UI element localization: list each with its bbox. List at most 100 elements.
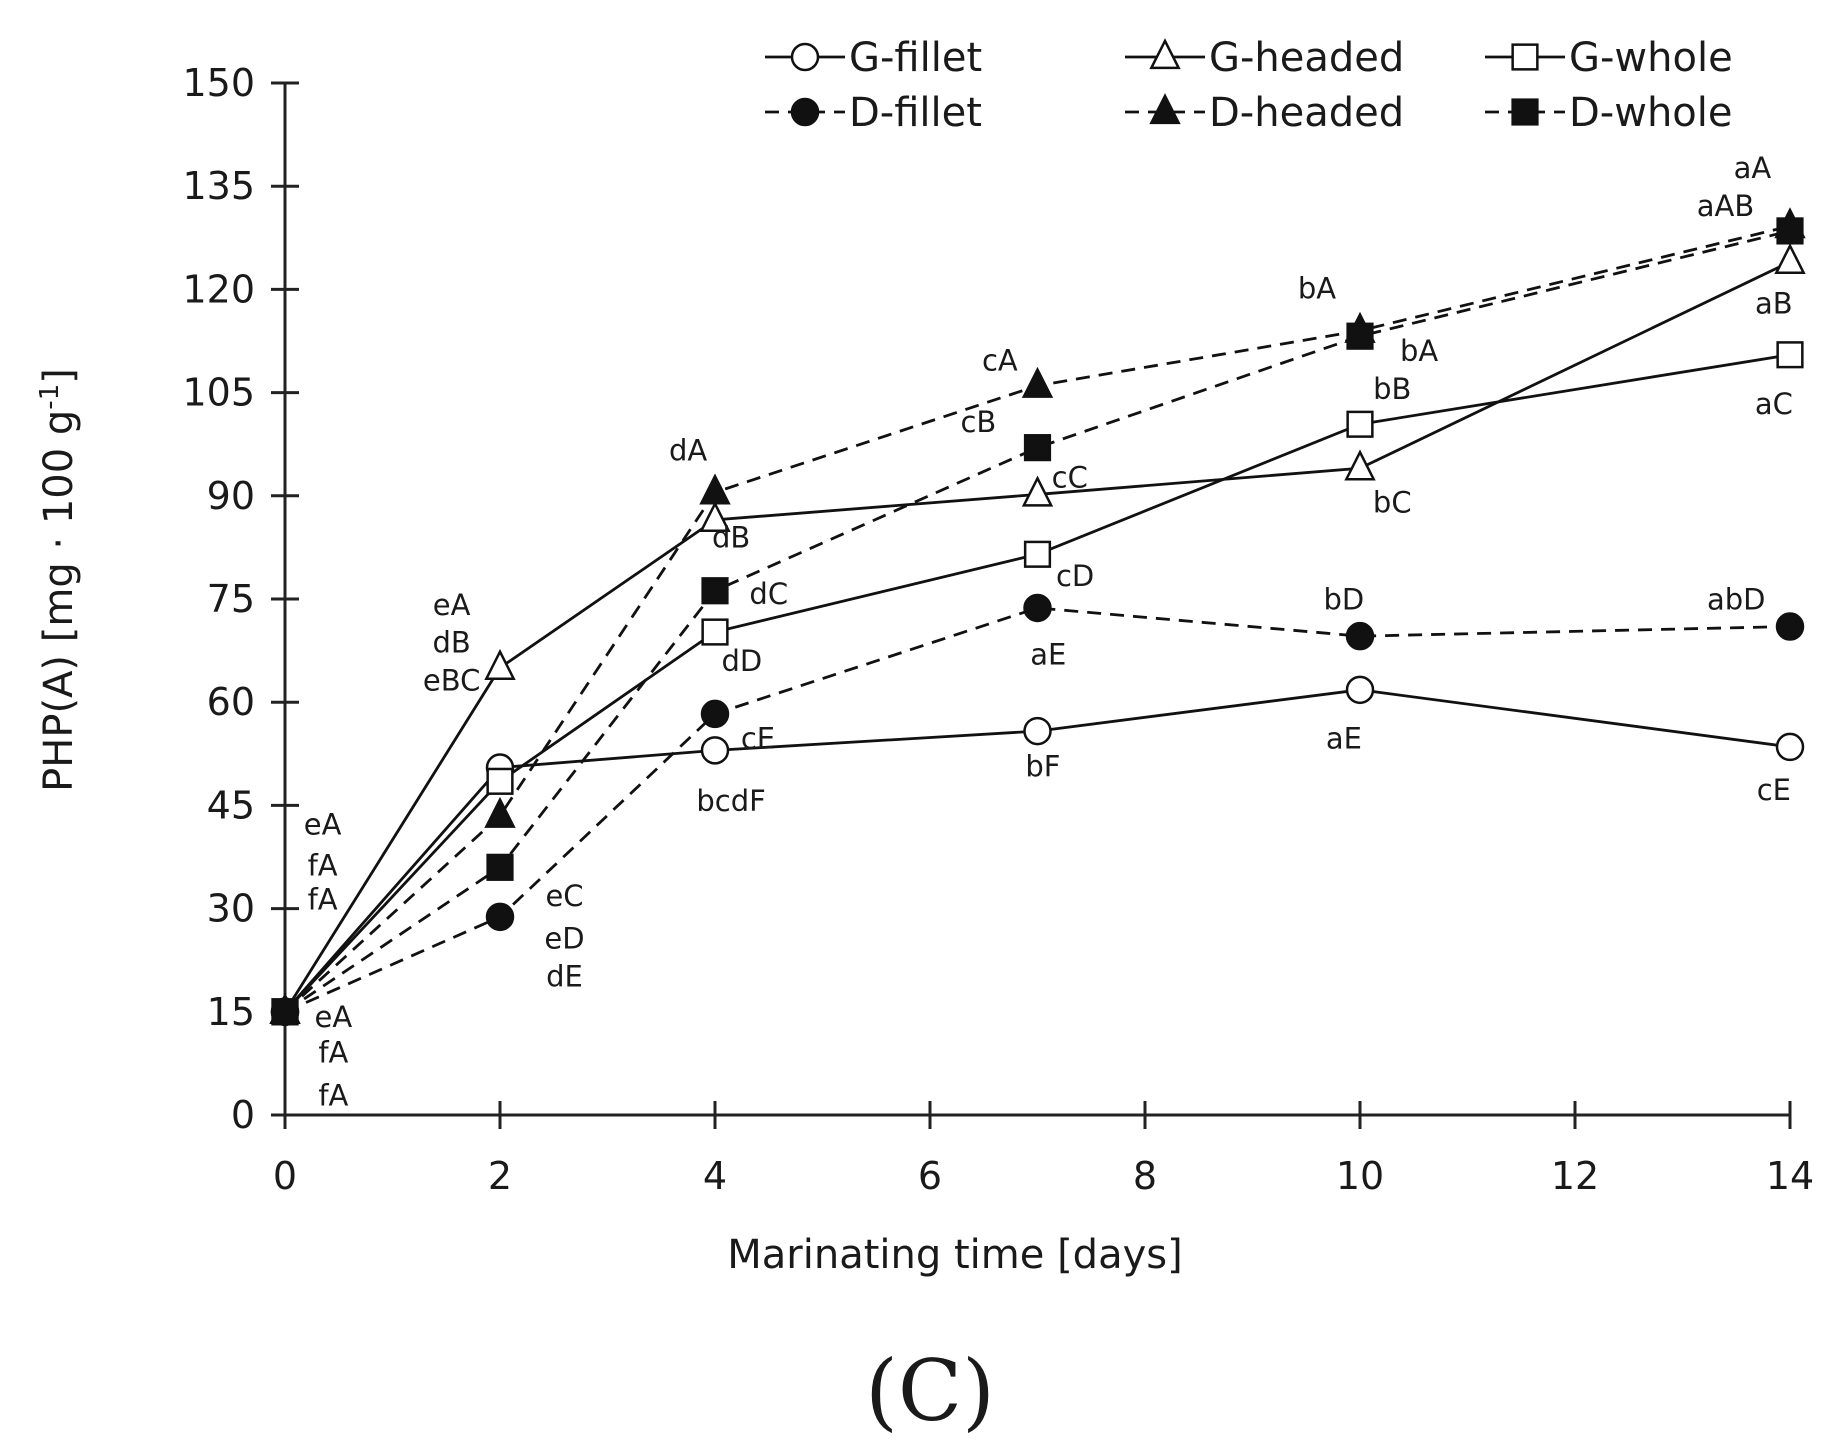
series-line-g-whole (283, 353, 1791, 1013)
y-tick-label: 45 (207, 783, 255, 827)
series-line-d-headed (284, 224, 1791, 1013)
data-point-g-headed (699, 500, 731, 533)
y-tick-label: 60 (207, 680, 255, 724)
legend-item-d-whole: D-whole (1485, 90, 1733, 136)
significance-label: bB (1373, 372, 1411, 406)
x-tick-label: 6 (918, 1154, 942, 1198)
legend-marker-triangle (1149, 93, 1181, 125)
significance-label: bA (1400, 334, 1438, 368)
data-point-d-whole (1346, 322, 1374, 350)
legend-item-g-fillet: G-fillet (765, 35, 982, 81)
y-tick-label: 90 (207, 474, 255, 518)
data-point-g-whole (1023, 540, 1052, 568)
significance-label: dC (749, 577, 788, 611)
legend-marker-square (1511, 98, 1539, 126)
axes: 0 15 30 45 60 75 90 105 120 135 150 0 2 4 6 8 10 12 14 (182, 61, 1814, 1198)
legend-marker-square (1511, 43, 1539, 71)
y-tick-label: 0 (231, 1093, 255, 1137)
significance-label: bcdF (696, 784, 765, 818)
legend-label: G-headed (1209, 35, 1404, 81)
legend-marker-triangle (1149, 38, 1181, 70)
significance-label: fA (308, 849, 338, 883)
data-point-d-headed (1021, 366, 1054, 398)
data-point-g-fillet (1023, 716, 1052, 746)
series-line-d-whole (284, 229, 1791, 1013)
significance-label: dA (669, 434, 707, 468)
significance-label: dB (432, 626, 470, 660)
data-point-g-fillet (1775, 732, 1805, 762)
series-lines (283, 224, 1791, 1014)
legend-label: D-fillet (849, 90, 982, 136)
y-tick-label: 75 (207, 577, 255, 621)
data-point-d-fillet (1345, 621, 1375, 651)
significance-annotations: eAfAfAeAfAfAeAdBeBCeCeDdEdAdBdCdDcEbcdFc… (304, 151, 1793, 1112)
y-tick-label: 120 (182, 267, 255, 311)
x-tick-label: 12 (1551, 1154, 1599, 1198)
legend-item-d-headed: D-headed (1125, 90, 1404, 136)
legend-item-g-headed: G-headed (1125, 35, 1404, 81)
markers-g-fillet (270, 675, 1805, 1027)
legend-marker-circle (790, 42, 820, 72)
significance-label: cC (1052, 461, 1088, 495)
data-point-g-headed (484, 648, 516, 680)
x-tick-label: 4 (703, 1154, 727, 1198)
x-tick-label: 14 (1766, 1154, 1814, 1198)
data-point-g-whole (1346, 410, 1374, 438)
significance-label: fA (308, 882, 338, 916)
data-point-d-fillet (1775, 612, 1805, 641)
data-point-d-whole (486, 853, 514, 881)
significance-label: dE (546, 959, 583, 993)
y-axis-title-main: PHP(A) [mg · 100 g (36, 410, 82, 792)
significance-label: aB (1755, 286, 1793, 320)
y-tick-label: 15 (207, 990, 255, 1034)
data-point-d-fillet (700, 699, 730, 729)
x-tick-label: 10 (1336, 1154, 1384, 1198)
y-tick-label: 150 (182, 61, 255, 105)
x-tick-label: 8 (1133, 1154, 1157, 1198)
legend-label: D-headed (1209, 90, 1404, 136)
significance-label: eA (315, 1000, 353, 1034)
legend: G-fillet G-headed G-whole D-fillet D-headed D… (765, 35, 1733, 136)
significance-label: abD (1707, 582, 1766, 616)
legend-marker-circle (790, 97, 820, 127)
data-point-g-headed (1344, 449, 1376, 481)
significance-label: aE (1326, 721, 1362, 755)
significance-label: bC (1373, 485, 1412, 519)
significance-label: cE (741, 721, 775, 755)
legend-item-g-whole: G-whole (1485, 35, 1733, 81)
significance-label: eC (545, 879, 583, 913)
legend-label: G-fillet (849, 35, 982, 81)
significance-label: cE (1757, 773, 1791, 807)
y-axis-title-exponent: -1 (35, 384, 65, 410)
series-line-g-headed (283, 260, 1791, 1013)
data-point-d-whole (701, 577, 729, 605)
significance-label: cD (1056, 559, 1094, 593)
x-tick-label: 2 (488, 1154, 512, 1198)
significance-label: aE (1030, 637, 1066, 671)
significance-label: fA (318, 1036, 348, 1070)
data-point-d-whole (271, 998, 299, 1026)
y-tick-label: 105 (182, 371, 255, 415)
legend-label: D-whole (1569, 90, 1733, 136)
series-line-g-fillet (283, 688, 1791, 1013)
data-point-g-whole (701, 618, 729, 646)
y-tick-label: 30 (207, 887, 255, 931)
data-point-d-headed (484, 796, 516, 828)
significance-label: bA (1298, 271, 1336, 305)
significance-label: bF (1025, 750, 1060, 784)
x-axis-title: Marinating time [days] (727, 1232, 1182, 1278)
data-point-g-fillet (1345, 675, 1375, 705)
markers-d-whole (271, 217, 1804, 1026)
y-ticks: 0 15 30 45 60 75 90 105 120 135 150 (182, 61, 299, 1137)
data-point-g-headed (1774, 242, 1806, 275)
data-point-g-fillet (700, 736, 730, 765)
significance-label: dD (722, 644, 763, 678)
data-point-g-whole (486, 767, 514, 795)
data-point-d-headed (699, 473, 731, 505)
y-axis-title: PHP(A) [mg · 100 g-1] (35, 368, 82, 792)
y-axis-title-close: ] (36, 368, 82, 384)
significance-label: eBC (423, 664, 480, 698)
significance-label: bD (1324, 582, 1365, 616)
significance-label: cA (982, 344, 1018, 378)
